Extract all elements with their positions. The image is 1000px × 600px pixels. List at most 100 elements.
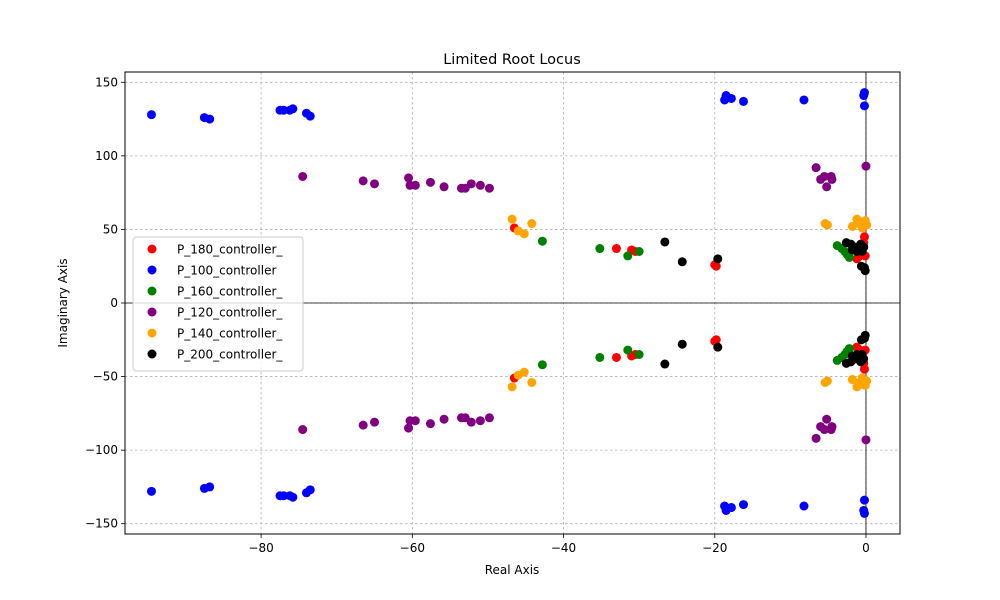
data-point bbox=[484, 413, 494, 423]
data-point bbox=[298, 425, 308, 435]
data-point bbox=[711, 335, 721, 345]
data-point bbox=[738, 500, 748, 510]
data-point bbox=[370, 179, 380, 189]
data-point bbox=[819, 425, 829, 435]
data-point bbox=[146, 110, 156, 120]
data-point bbox=[827, 422, 837, 432]
data-point bbox=[822, 376, 832, 386]
data-point bbox=[475, 180, 485, 190]
data-point bbox=[720, 501, 730, 511]
data-points bbox=[146, 88, 872, 518]
data-point bbox=[859, 101, 869, 111]
data-point bbox=[660, 359, 670, 369]
series-3 bbox=[298, 161, 871, 445]
data-point bbox=[370, 417, 380, 427]
data-point bbox=[537, 360, 547, 370]
data-point bbox=[859, 91, 869, 101]
data-point bbox=[595, 352, 605, 362]
data-point bbox=[305, 111, 315, 121]
legend-label: P_100_controller bbox=[177, 264, 276, 278]
axis-ticks: −80 −60 −40 −20 0 −150 −100 −50 0 50 100 150 bbox=[85, 75, 870, 555]
data-point bbox=[475, 416, 485, 426]
data-point bbox=[425, 419, 435, 429]
data-point bbox=[720, 95, 730, 105]
data-point bbox=[713, 342, 723, 352]
series-4 bbox=[507, 214, 872, 392]
data-point bbox=[861, 161, 871, 171]
data-point bbox=[298, 171, 308, 181]
data-point bbox=[466, 417, 476, 427]
series-1 bbox=[146, 88, 869, 518]
data-point bbox=[799, 95, 809, 105]
legend-marker bbox=[147, 265, 157, 275]
legend-marker bbox=[147, 244, 157, 254]
data-point bbox=[811, 433, 821, 443]
data-point bbox=[507, 214, 517, 224]
legend-marker bbox=[147, 349, 157, 359]
data-point bbox=[285, 105, 295, 115]
data-point bbox=[623, 345, 633, 355]
data-point bbox=[844, 252, 854, 262]
y-axis-label: Imaginary Axis bbox=[56, 258, 70, 347]
data-point bbox=[634, 349, 644, 359]
data-point bbox=[519, 229, 529, 239]
data-point bbox=[711, 261, 721, 271]
data-point bbox=[677, 339, 687, 349]
data-point bbox=[439, 182, 449, 192]
legend: P_180_controller_ P_100_controller P_160_c… bbox=[132, 236, 304, 372]
data-point bbox=[738, 96, 748, 106]
y-tick-label: −150 bbox=[85, 517, 118, 531]
y-tick-label: 0 bbox=[110, 296, 118, 310]
data-point bbox=[856, 261, 866, 271]
data-point bbox=[852, 349, 862, 359]
data-point bbox=[819, 171, 829, 181]
y-tick-label: 150 bbox=[95, 75, 118, 89]
y-tick-label: 50 bbox=[103, 222, 118, 236]
x-tick-label: −60 bbox=[400, 541, 425, 555]
data-point bbox=[856, 217, 866, 227]
legend-label: P_140_controller_ bbox=[177, 327, 283, 341]
data-point bbox=[527, 377, 537, 387]
data-point bbox=[439, 414, 449, 424]
data-point bbox=[537, 236, 547, 246]
legend-marker bbox=[147, 286, 157, 296]
legend-label: P_180_controller_ bbox=[177, 243, 283, 257]
x-tick-label: −40 bbox=[551, 541, 576, 555]
legend-label: P_120_controller_ bbox=[177, 306, 283, 320]
data-point bbox=[822, 220, 832, 230]
data-point bbox=[713, 254, 723, 264]
data-point bbox=[822, 182, 832, 192]
data-point bbox=[595, 244, 605, 254]
data-point bbox=[859, 495, 869, 505]
data-point bbox=[856, 379, 866, 389]
data-point bbox=[852, 247, 862, 257]
data-point bbox=[611, 244, 621, 254]
data-point bbox=[519, 367, 529, 377]
data-point bbox=[285, 491, 295, 501]
x-tick-label: 0 bbox=[862, 541, 870, 555]
data-point bbox=[404, 173, 414, 183]
data-point bbox=[799, 501, 809, 511]
x-tick-label: −20 bbox=[702, 541, 727, 555]
data-point bbox=[404, 423, 414, 433]
data-point bbox=[507, 382, 517, 392]
data-point bbox=[634, 247, 644, 257]
data-point bbox=[677, 257, 687, 267]
data-point bbox=[852, 342, 862, 352]
data-point bbox=[847, 375, 857, 385]
data-point bbox=[205, 114, 215, 124]
data-point bbox=[146, 486, 156, 496]
legend-marker bbox=[147, 328, 157, 338]
data-point bbox=[358, 420, 368, 430]
data-point bbox=[466, 179, 476, 189]
data-point bbox=[425, 177, 435, 187]
data-point bbox=[410, 180, 420, 190]
series-5 bbox=[660, 237, 870, 369]
data-point bbox=[410, 416, 420, 426]
data-point bbox=[726, 503, 736, 513]
data-point bbox=[623, 251, 633, 261]
data-point bbox=[852, 254, 862, 264]
legend-label: P_200_controller_ bbox=[177, 348, 283, 362]
y-tick-label: −50 bbox=[93, 370, 118, 384]
